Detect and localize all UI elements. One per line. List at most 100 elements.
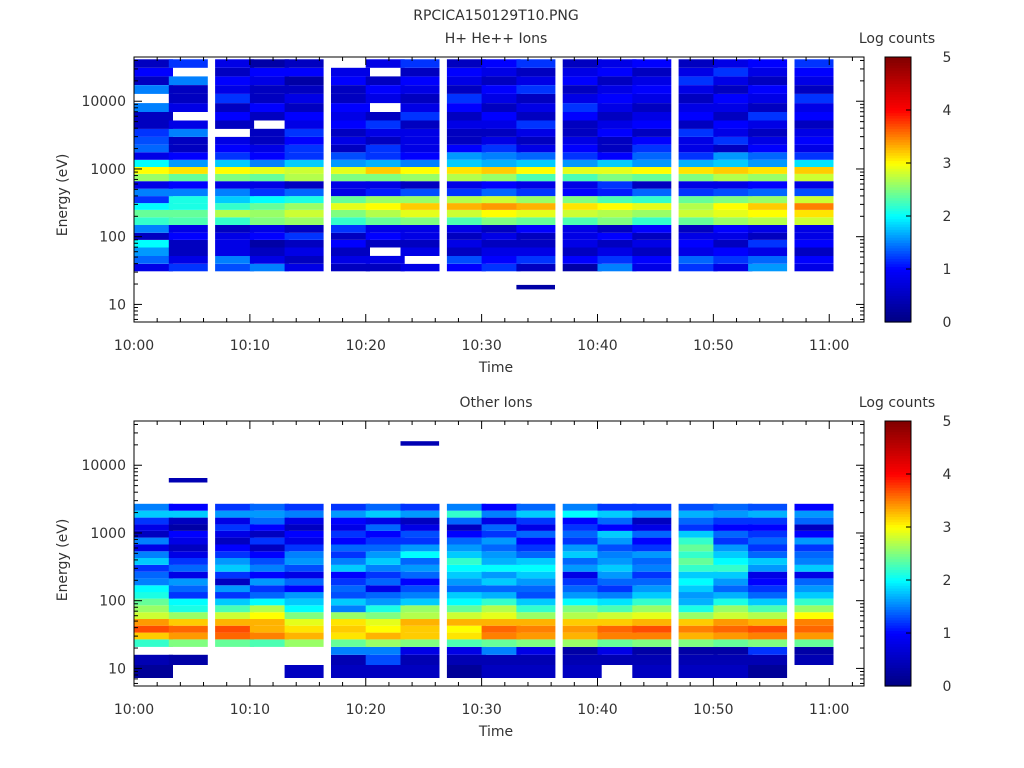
heatmap-cell xyxy=(481,103,521,112)
heatmap-cell xyxy=(215,67,255,77)
colorbar-tick-label: 2 xyxy=(943,209,952,225)
heatmap-cell xyxy=(678,167,718,174)
heatmap-cell xyxy=(284,136,324,145)
heatmap-cell xyxy=(365,85,405,94)
heatmap-cell xyxy=(597,232,637,240)
heatmap-cell xyxy=(365,551,405,558)
heatmap-cell xyxy=(215,144,255,153)
heatmap-cell xyxy=(678,619,718,626)
heatmap-cell xyxy=(597,203,637,210)
heatmap-cell xyxy=(562,225,602,233)
heatmap-cell xyxy=(516,188,556,197)
heatmap-cell xyxy=(134,585,173,593)
heatmap-cell xyxy=(481,188,521,197)
colorbar: 0 1 2 3 4 5 xyxy=(884,50,952,331)
heatmap-cell xyxy=(134,232,173,240)
heatmap-cell xyxy=(400,517,440,525)
heatmap-cell xyxy=(134,571,173,579)
heatmap-cell xyxy=(446,76,486,85)
heatmap-cell xyxy=(400,103,440,112)
heatmap-cell xyxy=(284,524,324,531)
heatmap-cell xyxy=(134,263,173,272)
heatmap-cell xyxy=(215,571,255,579)
heatmap-cell xyxy=(168,210,208,218)
heatmap-cell xyxy=(713,181,753,189)
heatmap-cell xyxy=(331,93,370,104)
heatmap-cell xyxy=(632,632,672,640)
heatmap-cell xyxy=(168,152,208,160)
heatmap-cell xyxy=(516,571,556,579)
heatmap-cell xyxy=(331,517,370,525)
heatmap-cell xyxy=(284,639,324,647)
heatmap-cell xyxy=(678,210,718,218)
heatmap-cell xyxy=(284,564,324,572)
heatmap-cell xyxy=(748,654,788,665)
heatmap-cell xyxy=(168,173,208,182)
heatmap-cell xyxy=(331,524,370,531)
heatmap-cell xyxy=(562,112,602,121)
heatmap-cell xyxy=(794,173,834,182)
heatmap-cell xyxy=(365,144,405,153)
y-tick-label: 10 xyxy=(108,661,126,677)
heatmap-cell xyxy=(562,524,602,531)
heatmap-cell xyxy=(365,654,405,665)
heatmap-cell xyxy=(446,217,486,225)
heatmap-cell xyxy=(516,665,556,678)
heatmap-cell xyxy=(215,76,255,85)
heatmap-cell xyxy=(134,544,173,552)
heatmap-cell xyxy=(481,167,521,174)
heatmap-cell xyxy=(597,59,637,68)
heatmap-cell xyxy=(481,625,521,633)
heatmap-cell xyxy=(713,585,753,593)
heatmap-cell xyxy=(400,59,440,68)
heatmap-cell xyxy=(748,93,788,104)
heatmap-cell xyxy=(481,510,521,518)
heatmap-cell xyxy=(748,510,788,518)
heatmap-cell xyxy=(562,551,602,558)
heatmap-cell xyxy=(632,144,672,153)
heatmap-cell xyxy=(632,210,672,218)
heatmap-cell xyxy=(134,203,173,210)
heatmap-cell xyxy=(794,537,834,545)
heatmap-cell xyxy=(632,225,672,233)
heatmap-cell xyxy=(562,181,602,189)
heatmap-cell xyxy=(331,530,370,538)
heatmap-cell xyxy=(481,551,521,558)
heatmap-cell xyxy=(516,181,556,189)
heatmap-cell xyxy=(678,188,718,197)
heatmap-cell xyxy=(794,196,834,204)
heatmap-cell xyxy=(516,537,556,545)
colorbar-tick-label: 3 xyxy=(943,156,952,172)
heatmap-cell xyxy=(713,120,753,129)
heatmap-cell xyxy=(446,240,486,248)
heatmap-cell xyxy=(632,67,672,77)
heatmap-cell xyxy=(678,59,718,68)
heatmap-cell xyxy=(284,605,324,613)
heatmap-cell xyxy=(516,217,556,225)
heatmap-cell xyxy=(597,159,637,167)
heatmap-cell xyxy=(284,544,324,552)
x-tick-label: 10:00 xyxy=(114,338,154,354)
heatmap-cell xyxy=(215,558,255,565)
heatmap-cell xyxy=(678,203,718,210)
heatmap-cell xyxy=(794,232,834,240)
heatmap-cell xyxy=(284,578,324,586)
heatmap-cell xyxy=(678,240,718,248)
heatmap-cell xyxy=(284,225,324,233)
heatmap-cell xyxy=(134,240,173,248)
heatmap-cell xyxy=(516,284,555,290)
heatmap-cell xyxy=(134,225,173,233)
heatmap-cell xyxy=(516,159,556,167)
heatmap-cell xyxy=(748,263,788,272)
heatmap-cell xyxy=(562,128,602,137)
heatmap-cell xyxy=(678,551,718,558)
heatmap-cell xyxy=(168,619,208,626)
heatmap-cell xyxy=(400,167,440,174)
heatmap-cell xyxy=(249,85,289,94)
heatmap-cell xyxy=(168,167,208,174)
heatmap-cell xyxy=(331,112,370,121)
heatmap-cell xyxy=(516,144,556,153)
heatmap-cell xyxy=(678,67,718,77)
heatmap-cell xyxy=(249,558,289,565)
heatmap-cell xyxy=(713,530,753,538)
